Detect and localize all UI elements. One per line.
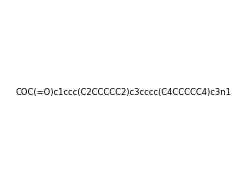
Text: COC(=O)c1ccc(C2CCCCC2)c3cccc(C4CCCCC4)c3n1: COC(=O)c1ccc(C2CCCCC2)c3cccc(C4CCCCC4)c3… [15, 88, 231, 97]
